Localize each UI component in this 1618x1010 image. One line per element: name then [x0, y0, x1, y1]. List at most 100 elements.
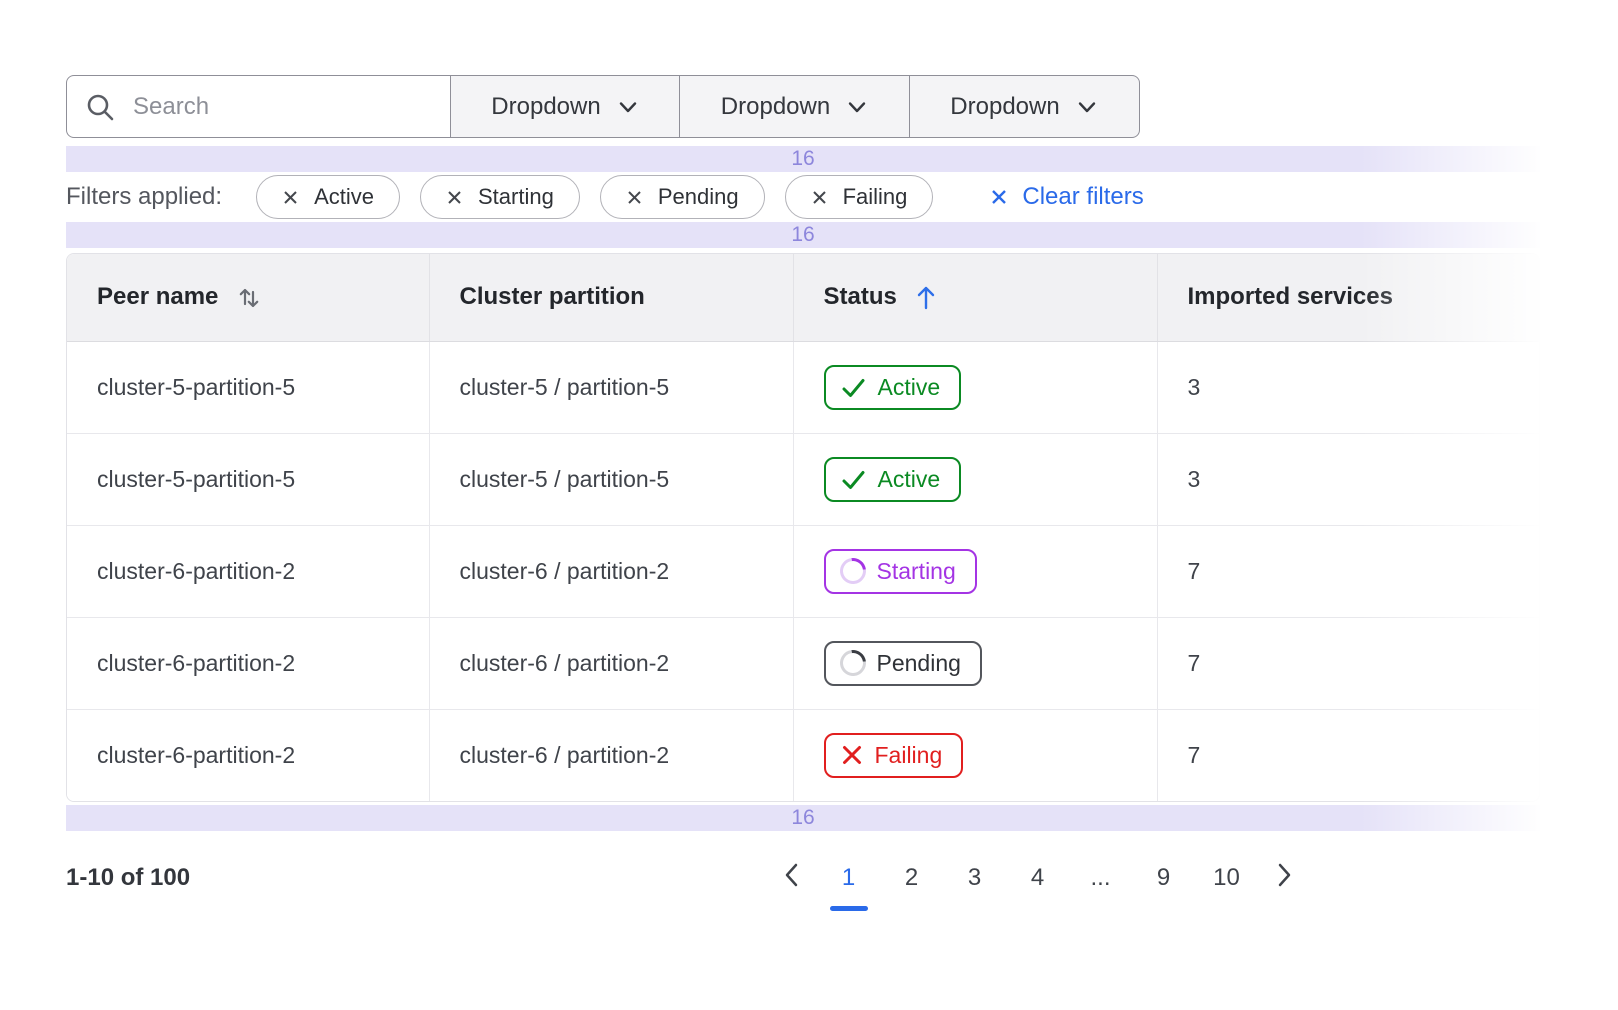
check-icon: [840, 374, 867, 401]
status-label: Starting: [876, 557, 956, 584]
peer-name-cell: cluster-5-partition-5: [67, 341, 430, 434]
column-label: Imported services: [1187, 283, 1393, 311]
dismiss-icon[interactable]: [446, 189, 463, 206]
spacing-value: 16: [791, 223, 815, 246]
spinner-icon: [834, 552, 871, 590]
status-badge-active: Active: [823, 456, 962, 502]
chevron-down-icon: [617, 96, 639, 118]
dismiss-icon[interactable]: [626, 189, 643, 206]
status-badge-failing: Failing: [823, 732, 964, 778]
filter-chip-label: Pending: [657, 184, 739, 209]
previous-page-button[interactable]: [765, 862, 817, 895]
spacing-marker-bottom: 16: [66, 805, 1540, 831]
peer-name-cell: cluster-5-partition-5: [67, 433, 430, 526]
spinner-icon: [834, 644, 871, 682]
column-label: Status: [823, 283, 897, 311]
imported-services-cell: 3: [1157, 341, 1539, 434]
status-cell: Starting: [793, 525, 1158, 618]
page-number-9[interactable]: 9: [1132, 864, 1195, 892]
cluster-partition-cell: cluster-5 / partition-5: [429, 433, 794, 526]
dropdown-button-3[interactable]: Dropdown: [908, 75, 1140, 138]
filter-chip-failing[interactable]: Failing: [784, 175, 934, 219]
imported-services-cell: 7: [1157, 617, 1539, 710]
table-row: cluster-6-partition-2 cluster-6 / partit…: [67, 617, 1539, 710]
peer-name-cell: cluster-6-partition-2: [67, 525, 430, 618]
dropdown-button-2[interactable]: Dropdown: [679, 75, 910, 138]
cluster-partition-cell: cluster-6 / partition-2: [429, 617, 794, 710]
clear-filters-label: Clear filters: [1022, 183, 1144, 210]
status-label: Active: [877, 465, 941, 492]
imported-services-cell: 7: [1187, 741, 1201, 768]
peers-table: Peer name Cluster partition: [66, 253, 1540, 802]
page-ellipsis: ...: [1069, 864, 1132, 892]
table-row: cluster-6-partition-2 cluster-6 / partit…: [67, 709, 1539, 801]
sort-ascending-icon: [915, 283, 937, 311]
pagination-summary: 1-10 of 100: [66, 864, 191, 891]
status-badge-pending: Pending: [823, 640, 982, 686]
pagination: 1-10 of 100 1 2 3 4 ... 9 10: [66, 845, 1310, 911]
cluster-partition-cell: cluster-5 / partition-5: [429, 341, 794, 434]
peers-table-page: Dropdown Dropdown Dropdown: [66, 75, 1540, 911]
toolbar: Dropdown Dropdown Dropdown: [66, 75, 1143, 138]
spacing-value: 16: [791, 806, 815, 829]
peer-name-cell: cluster-6-partition-2: [67, 709, 430, 801]
column-header-imported-services: Imported services: [1157, 254, 1539, 342]
filters-applied-label: Filters applied:: [66, 183, 223, 210]
status-cell: Active: [793, 341, 1158, 434]
page-number-4[interactable]: 4: [1006, 864, 1069, 892]
status-cell: Active: [793, 433, 1158, 526]
column-header-peer-name[interactable]: Peer name: [67, 254, 430, 342]
cluster-partition-cell: cluster-6 / partition-2: [429, 525, 794, 618]
table-row: cluster-5-partition-5 cluster-5 / partit…: [67, 433, 1539, 526]
filter-chip-starting[interactable]: Starting: [420, 175, 580, 219]
dropdown-label: Dropdown: [491, 92, 601, 120]
spacing-value: 16: [791, 147, 815, 170]
chevron-down-icon: [1076, 96, 1098, 118]
filter-chip-pending[interactable]: Pending: [599, 175, 765, 219]
next-page-button[interactable]: [1258, 862, 1310, 895]
page-number-3[interactable]: 3: [943, 864, 1006, 892]
spacing-marker-top: 16: [66, 146, 1540, 172]
table-row: cluster-6-partition-2 cluster-6 / partit…: [67, 525, 1539, 618]
dropdown-label: Dropdown: [720, 92, 831, 120]
column-header-cluster-partition: Cluster partition: [429, 254, 794, 342]
page-number-10[interactable]: 10: [1195, 864, 1258, 892]
filter-chip-active[interactable]: Active: [256, 175, 400, 219]
imported-services-cell: 7: [1157, 525, 1539, 618]
imported-services-cell: 3: [1157, 433, 1539, 526]
page-number-2[interactable]: 2: [880, 864, 943, 892]
chevron-down-icon: [846, 96, 868, 118]
table-header-row: Peer name Cluster partition: [67, 254, 1539, 342]
cluster-partition-cell: cluster-6 / partition-2: [429, 709, 794, 801]
search-box[interactable]: [66, 75, 451, 138]
status-cell: Failing: [793, 709, 1158, 801]
search-icon: [84, 91, 116, 123]
spacing-marker-middle: 16: [66, 222, 1540, 248]
sort-arrows-icon: [236, 284, 262, 310]
column-label: Peer name: [97, 283, 219, 311]
x-icon: [840, 743, 864, 767]
clear-x-icon: [989, 187, 1009, 207]
column-label: Cluster partition: [459, 283, 645, 311]
clear-filters-link[interactable]: Clear filters: [989, 183, 1144, 211]
pagination-pages: 1 2 3 4 ... 9 10: [765, 862, 1310, 895]
filter-chip-label: Active: [314, 184, 374, 209]
search-input[interactable]: [131, 91, 431, 122]
dismiss-icon[interactable]: [282, 189, 299, 206]
dismiss-icon[interactable]: [811, 189, 828, 206]
status-badge-starting: Starting: [823, 548, 977, 594]
status-label: Failing: [874, 741, 943, 768]
dropdown-button-1[interactable]: Dropdown: [449, 75, 681, 138]
status-label: Active: [877, 373, 941, 400]
status-cell: Pending: [793, 617, 1158, 710]
table-row: cluster-5-partition-5 cluster-5 / partit…: [67, 341, 1539, 434]
column-header-status[interactable]: Status: [793, 254, 1158, 342]
status-label: Pending: [876, 649, 961, 676]
page-number-1[interactable]: 1: [817, 864, 880, 892]
filter-chip-label: Starting: [478, 184, 554, 209]
dropdown-label: Dropdown: [950, 92, 1060, 120]
check-icon: [840, 466, 867, 493]
status-badge-active: Active: [823, 364, 962, 410]
peer-name-cell: cluster-6-partition-2: [67, 617, 430, 710]
filter-chip-label: Failing: [842, 184, 908, 209]
